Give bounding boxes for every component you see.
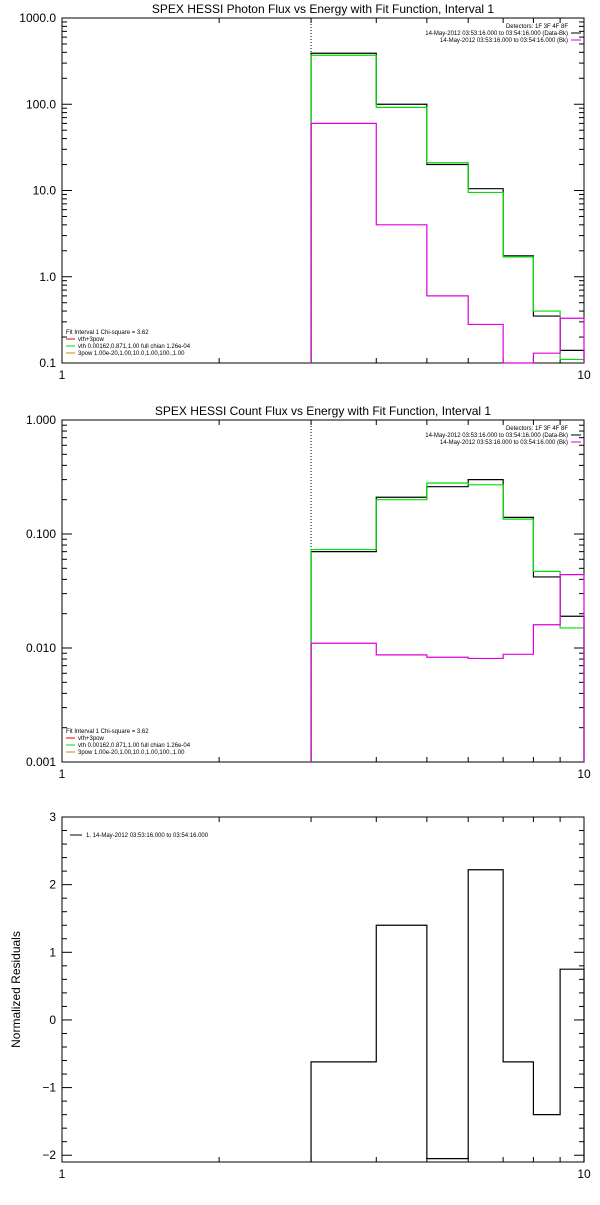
plot-frame: [61, 816, 585, 1163]
series-step-line-black: [310, 52, 585, 363]
series-step-line-magenta: [310, 122, 585, 364]
y-tick-label: 1000.0: [19, 11, 56, 25]
series-step-line-green: [310, 482, 585, 762]
series-step-line-black: [310, 479, 585, 762]
y-tick-label: 1.0: [39, 270, 56, 284]
y-tick-label: 0.100: [26, 527, 56, 541]
y-tick-label: 0.010: [26, 641, 56, 655]
legend-text: 1. 14-May-2012 03:53:16.000 to 03:54:16.…: [86, 833, 209, 839]
x-tick-label: 1: [59, 368, 66, 382]
legend-text: Detectors: 1F 3F 4F 8F: [506, 426, 568, 432]
y-axis-label: Normalized Residuals: [9, 931, 23, 1048]
plot-frame: [61, 419, 585, 763]
series-step-line-magenta: [310, 574, 585, 762]
legend-text: Detectors: 1F 3F 4F 8F: [506, 24, 568, 30]
legend-text: Fit Interval 1 Chi-square = 3.62: [66, 729, 149, 735]
legend-text: vth 0.00162,0.871,1.00 full chian 1.26e-…: [78, 344, 191, 350]
series-step-line-green: [310, 54, 585, 363]
panel-3: Normalized Residuals 1 10 −2 −1 0 1 2 3 1. 14-May…: [9, 810, 591, 1181]
x-tick-label: 1: [59, 767, 66, 781]
y-tick-label: 2: [49, 878, 56, 892]
y-tick-label: 0.1: [39, 356, 56, 370]
y-tick-label: 0: [49, 1013, 56, 1027]
y-tick-label: 3: [49, 810, 56, 824]
legend-text: 14-May-2012 03:53:16.000 to 03:54:16.000…: [425, 433, 568, 439]
x-tick-label: 1: [59, 1167, 66, 1181]
y-tick-label: −1: [42, 1081, 56, 1095]
x-tick-label: 10: [577, 368, 591, 382]
panel-2: SPEX HESSI Count Flux vs Energy with Fit…: [26, 404, 591, 781]
panel-1: SPEX HESSI Photon Flux vs Energy with Fi…: [19, 2, 591, 382]
series-step-line-black: [310, 869, 585, 1162]
legend-text: 3pow 1.00e-20,1.00,10.0,1.00,100.,1.00: [78, 351, 185, 357]
plot-frame: [61, 17, 585, 364]
legend-text: 3pow 1.00e-20,1.00,10.0,1.00,100.,1.00: [78, 750, 185, 756]
y-tick-label: −2: [42, 1148, 56, 1162]
y-tick-label: 100.0: [26, 97, 56, 111]
legend-text: vth+3pow: [78, 736, 105, 742]
y-tick-label: 0.001: [26, 755, 56, 769]
x-tick-label: 10: [577, 1167, 591, 1181]
y-tick-label: 1: [49, 945, 56, 959]
legend-text: 14-May-2012 03:53:16.000 to 03:54:16.000…: [425, 31, 568, 37]
legend-text: 14-May-2012 03:53:16.000 to 03:54:16.000…: [440, 38, 568, 44]
y-tick-label: 10.0: [33, 184, 57, 198]
x-tick-label: 10: [577, 767, 591, 781]
chart-title: SPEX HESSI Photon Flux vs Energy with Fi…: [152, 2, 494, 16]
chart-title: SPEX HESSI Count Flux vs Energy with Fit…: [155, 404, 491, 418]
legend-text: vth+3pow: [78, 337, 105, 343]
legend-text: Fit Interval 1 Chi-square = 3.62: [66, 330, 149, 336]
legend-text: vth 0.00162,0.871,1.00 full chian 1.26e-…: [78, 743, 191, 749]
y-tick-label: 1.000: [26, 413, 56, 427]
legend-text: 14-May-2012 03:53:16.000 to 03:54:16.000…: [440, 440, 568, 446]
